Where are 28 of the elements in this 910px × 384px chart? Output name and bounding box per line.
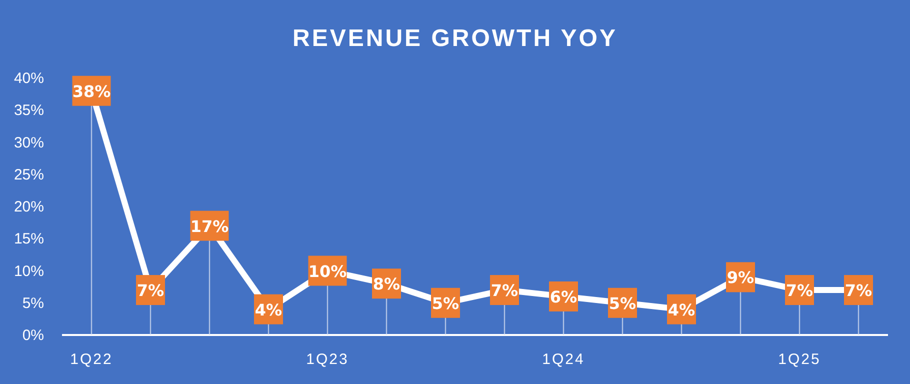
data-label: 38% — [72, 82, 111, 101]
y-tick-label: 40% — [14, 70, 44, 87]
data-label: 4% — [254, 300, 282, 320]
y-tick-label: 20% — [14, 198, 44, 216]
x-tick-label: 1Q24 — [542, 351, 585, 368]
x-tick-label: 1Q23 — [306, 351, 349, 368]
y-tick-label: 5% — [22, 294, 44, 312]
data-label: 17% — [190, 216, 229, 236]
y-tick-label: 10% — [14, 262, 44, 280]
data-label: 4% — [668, 300, 696, 320]
chart-title: REVENUE GROWTH YOY — [292, 25, 618, 52]
data-label: 9% — [726, 268, 754, 288]
y-tick-label: 25% — [14, 166, 44, 184]
y-tick-label: 15% — [14, 230, 44, 248]
y-tick-label: 0% — [22, 327, 44, 344]
data-label: 7% — [490, 281, 518, 300]
x-tick-label: 1Q25 — [778, 351, 821, 368]
data-label: 7% — [786, 281, 814, 300]
x-tick-label: 1Q22 — [70, 351, 113, 368]
y-tick-label: 35% — [14, 102, 44, 120]
data-label: 5% — [432, 294, 460, 313]
data-label: 5% — [608, 294, 636, 313]
data-label: 7% — [136, 281, 164, 300]
y-tick-label: 30% — [14, 134, 44, 152]
data-label: 6% — [550, 287, 578, 306]
data-label: 10% — [308, 262, 347, 281]
data-label: 7% — [844, 281, 872, 300]
data-label: 8% — [372, 274, 400, 294]
